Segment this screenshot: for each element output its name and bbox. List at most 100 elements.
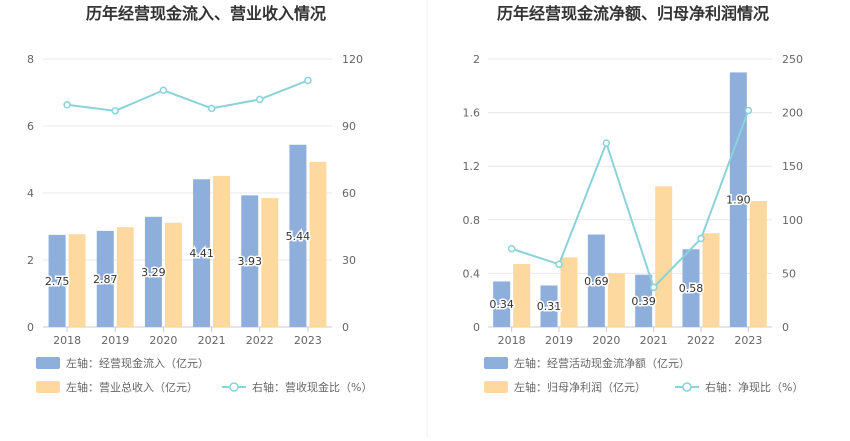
bar-primary bbox=[729, 72, 747, 328]
bar-data-label: 2.75 bbox=[45, 275, 70, 288]
bar-secondary bbox=[513, 264, 531, 327]
chart-title: 历年经营现金流入、营业收入情况 bbox=[86, 4, 326, 23]
legend-line-marker bbox=[229, 382, 239, 392]
left-y-tick-label: 0.4 bbox=[463, 267, 481, 280]
right-y-tick-label: 90 bbox=[342, 120, 356, 133]
legend-label: 左轴：归母净利润（亿元） bbox=[514, 380, 646, 394]
legend-label: 左轴：经营活动现金流净额（亿元） bbox=[514, 356, 690, 370]
bar-primary bbox=[289, 144, 307, 327]
bar-secondary bbox=[68, 234, 86, 327]
x-tick-label: 2022 bbox=[246, 334, 274, 347]
legend-label: 左轴：营业总收入（亿元） bbox=[66, 380, 198, 394]
left-y-tick-label: 6 bbox=[27, 120, 34, 133]
left-y-tick-label: 1.6 bbox=[463, 107, 481, 120]
legend-line-marker bbox=[682, 382, 692, 392]
x-tick-label: 2019 bbox=[101, 334, 129, 347]
x-tick-label: 2021 bbox=[640, 334, 668, 347]
bar-primary bbox=[682, 249, 700, 327]
right-y-tick-label: 0 bbox=[342, 321, 349, 334]
x-tick-label: 2019 bbox=[545, 334, 573, 347]
right-y-tick-label: 150 bbox=[782, 160, 803, 173]
bar-data-label: 0.39 bbox=[631, 295, 656, 308]
line-point bbox=[111, 107, 119, 115]
bar-primary bbox=[241, 195, 259, 327]
legend-swatch bbox=[484, 357, 508, 369]
bar-primary bbox=[635, 274, 653, 327]
right-y-tick-label: 0 bbox=[782, 321, 789, 334]
line-point bbox=[744, 106, 753, 115]
left-y-tick-label: 4 bbox=[27, 187, 34, 200]
x-tick-label: 2018 bbox=[498, 334, 526, 347]
legend-swatch bbox=[36, 381, 60, 393]
left-y-tick-label: 0 bbox=[473, 321, 480, 334]
line-point bbox=[649, 283, 658, 292]
x-tick-label: 2018 bbox=[53, 334, 81, 347]
line-point bbox=[697, 234, 705, 243]
bar-data-label: 0.34 bbox=[489, 298, 514, 311]
bar-data-label: 0.58 bbox=[679, 282, 704, 295]
left-y-tick-label: 0.8 bbox=[463, 214, 481, 227]
legend-label: 右轴：营收现金比（%） bbox=[252, 380, 372, 394]
x-tick-label: 2020 bbox=[592, 334, 620, 347]
left-y-tick-label: 1.2 bbox=[463, 160, 481, 173]
bar-data-label: 0.31 bbox=[537, 300, 562, 313]
bar-secondary bbox=[560, 257, 578, 327]
right-y-tick-label: 250 bbox=[782, 53, 803, 66]
left-y-tick-label: 8 bbox=[27, 53, 34, 66]
legend-label: 右轴：净现比（%） bbox=[705, 380, 803, 394]
legend-swatch bbox=[36, 357, 60, 369]
right-y-tick-label: 60 bbox=[342, 187, 356, 200]
bar-secondary bbox=[749, 201, 767, 327]
bar-primary bbox=[144, 216, 162, 327]
line-point bbox=[159, 86, 168, 95]
x-tick-label: 2021 bbox=[198, 334, 226, 347]
left-y-tick-label: 0 bbox=[27, 321, 34, 334]
line-point bbox=[304, 76, 312, 85]
legend-swatch bbox=[484, 381, 508, 393]
bar-primary bbox=[493, 281, 511, 327]
right-y-tick-label: 120 bbox=[342, 53, 363, 66]
line-point bbox=[256, 95, 264, 104]
bar-secondary bbox=[702, 233, 720, 327]
left-y-tick-label: 2 bbox=[473, 53, 480, 66]
x-tick-label: 2023 bbox=[734, 334, 762, 347]
bar-data-label: 4.41 bbox=[189, 247, 214, 260]
bar-data-label: 2.87 bbox=[93, 273, 118, 286]
bar-primary bbox=[48, 234, 66, 327]
bar-secondary bbox=[261, 198, 279, 327]
x-tick-label: 2020 bbox=[149, 334, 177, 347]
bar-primary bbox=[540, 285, 558, 327]
bar-secondary bbox=[607, 273, 625, 327]
bar-primary bbox=[587, 234, 605, 327]
right-y-tick-label: 100 bbox=[782, 214, 803, 227]
legend-label: 左轴：经营现金流入（亿元） bbox=[66, 356, 209, 370]
left-y-tick-label: 2 bbox=[27, 254, 34, 267]
bar-secondary bbox=[655, 186, 673, 327]
bar-secondary bbox=[213, 175, 231, 327]
right-y-tick-label: 200 bbox=[782, 107, 803, 120]
bar-primary bbox=[96, 230, 114, 327]
line-point bbox=[507, 244, 516, 253]
right-y-tick-label: 30 bbox=[342, 254, 356, 267]
bar-secondary bbox=[164, 222, 182, 327]
bar-primary bbox=[193, 179, 211, 327]
chart-title: 历年经营现金流净额、归母净利润情况 bbox=[497, 4, 769, 23]
line-point bbox=[207, 104, 216, 113]
bar-data-label: 0.69 bbox=[584, 275, 609, 288]
bar-data-label: 3.29 bbox=[141, 266, 166, 279]
right-y-tick-label: 50 bbox=[782, 267, 796, 280]
line-point bbox=[555, 260, 563, 269]
bar-data-label: 3.93 bbox=[238, 255, 263, 268]
bar-secondary bbox=[309, 161, 327, 327]
line-point bbox=[602, 139, 611, 147]
bar-data-label: 5.44 bbox=[286, 230, 311, 243]
line-series bbox=[66, 79, 309, 112]
line-series bbox=[511, 110, 750, 290]
bar-data-label: 1.90 bbox=[726, 194, 751, 207]
bar-secondary bbox=[116, 227, 134, 327]
line-point bbox=[63, 101, 71, 109]
x-tick-label: 2023 bbox=[294, 334, 322, 347]
x-tick-label: 2022 bbox=[687, 334, 715, 347]
